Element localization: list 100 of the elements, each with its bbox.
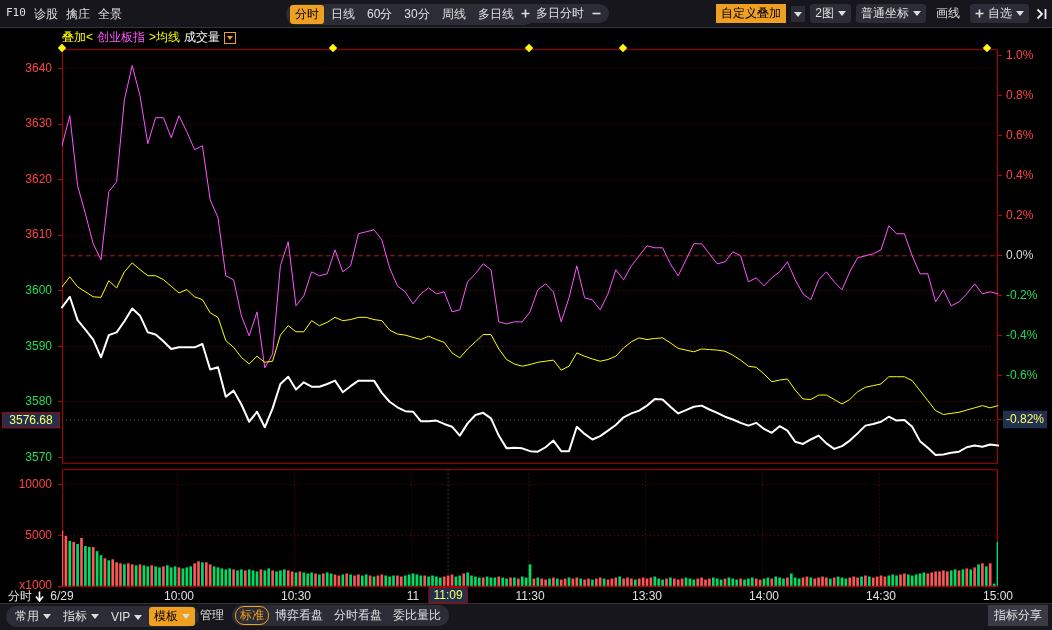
bar xyxy=(891,574,895,586)
bar xyxy=(165,565,169,586)
text: 诊股 xyxy=(33,6,58,23)
bar xyxy=(704,579,707,586)
text: 2图 xyxy=(810,4,851,23)
bar xyxy=(419,575,423,586)
text: 委比量比 xyxy=(392,607,442,624)
bar xyxy=(817,577,820,586)
ref-line-label: 3576.68 xyxy=(9,413,54,428)
bar xyxy=(130,564,134,586)
legend-title: 叠加< xyxy=(62,29,94,46)
bar xyxy=(286,570,290,586)
bar xyxy=(743,579,746,586)
text: 多日分时 xyxy=(536,5,584,22)
bar xyxy=(314,573,317,586)
text: 自定义叠加 xyxy=(716,4,787,23)
bar xyxy=(318,574,321,586)
bar xyxy=(555,578,559,586)
bar xyxy=(633,579,637,586)
bar xyxy=(731,578,735,586)
text: 模板 xyxy=(149,607,196,626)
bar xyxy=(68,540,72,586)
bar xyxy=(431,575,434,586)
x-tick-label: 13:30 xyxy=(631,588,663,603)
bar xyxy=(275,571,278,586)
text: 标准 xyxy=(235,606,269,625)
text: 指标分享 xyxy=(988,605,1048,626)
text: >均线 xyxy=(149,29,181,46)
bar xyxy=(774,576,778,586)
bar xyxy=(988,563,992,586)
bar xyxy=(193,563,196,586)
text: 分时 xyxy=(290,5,324,24)
bar xyxy=(871,577,875,586)
bar xyxy=(910,575,914,586)
bar xyxy=(474,576,477,586)
bar xyxy=(575,577,579,586)
bar xyxy=(364,574,368,586)
text: 指标 xyxy=(62,608,88,625)
bar xyxy=(548,578,551,586)
y2-tick-label: 0.0% xyxy=(1006,248,1034,263)
bar xyxy=(735,579,739,586)
bar xyxy=(353,575,356,586)
y2-tick-label: 0.2% xyxy=(1006,208,1034,223)
bar xyxy=(938,571,941,586)
bar xyxy=(536,577,540,586)
bar xyxy=(240,569,243,586)
bar xyxy=(481,577,485,586)
bar xyxy=(559,579,563,586)
bar xyxy=(396,575,399,586)
bar xyxy=(626,577,629,586)
bar xyxy=(906,574,910,586)
bar xyxy=(672,578,676,586)
bar xyxy=(123,564,126,586)
bar xyxy=(427,576,430,586)
bar xyxy=(786,577,789,586)
bar xyxy=(154,566,157,586)
bar xyxy=(669,577,672,586)
bar xyxy=(477,577,481,586)
bar xyxy=(247,569,251,586)
bar xyxy=(462,573,466,586)
bar xyxy=(87,547,91,586)
bar xyxy=(828,578,832,586)
y-tick-label: 3610 xyxy=(25,227,53,242)
y-tick-label: 10000 xyxy=(18,476,53,491)
bar xyxy=(965,568,969,586)
y-tick-label: 3570 xyxy=(25,449,53,464)
bar xyxy=(614,577,618,586)
bar xyxy=(630,578,633,586)
bar xyxy=(622,578,625,586)
y-tick-label: 5000 xyxy=(25,527,53,542)
bar xyxy=(357,574,360,586)
text: 画线 xyxy=(935,5,961,22)
bar xyxy=(146,566,150,586)
bar xyxy=(789,573,793,586)
bar xyxy=(458,575,462,586)
bar xyxy=(208,564,212,586)
bar xyxy=(501,577,505,586)
bar xyxy=(516,578,520,586)
bar xyxy=(969,569,973,586)
bar xyxy=(832,577,836,586)
bar xyxy=(782,578,785,586)
bar xyxy=(263,570,267,586)
bar xyxy=(661,579,664,586)
bar xyxy=(91,547,95,586)
y2-tick-label: 0.4% xyxy=(1006,168,1034,183)
bar xyxy=(392,575,395,586)
x-tick-label: 11:09 xyxy=(433,588,463,603)
bar xyxy=(809,577,813,586)
bar xyxy=(770,578,774,586)
bar xyxy=(115,562,118,586)
bar xyxy=(579,578,583,586)
y-tick-label: 3620 xyxy=(25,171,53,186)
bar xyxy=(747,578,750,586)
bar xyxy=(236,570,239,586)
text: 30分 xyxy=(403,6,431,23)
bar xyxy=(228,568,232,586)
bar xyxy=(637,578,641,586)
bar xyxy=(813,578,817,586)
text: 管理 xyxy=(200,607,224,624)
text: 分时看盘 xyxy=(333,607,383,624)
